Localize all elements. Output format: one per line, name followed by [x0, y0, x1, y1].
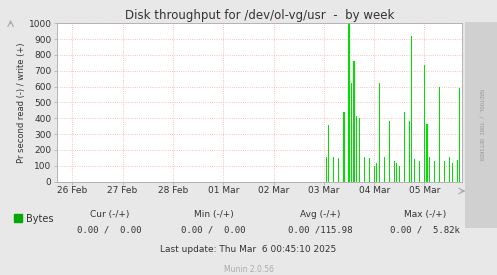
Bar: [333, 157, 334, 182]
Bar: [429, 157, 430, 182]
Bar: [358, 118, 360, 182]
Bar: [459, 88, 460, 182]
Bar: [424, 65, 425, 182]
Bar: [351, 83, 352, 182]
Legend: Bytes: Bytes: [10, 210, 58, 227]
Text: 0.00 /  5.82k: 0.00 / 5.82k: [390, 226, 460, 234]
Bar: [384, 157, 385, 182]
Bar: [356, 116, 357, 182]
Text: Avg (-/+): Avg (-/+): [300, 210, 341, 219]
Text: Last update: Thu Mar  6 00:45:10 2025: Last update: Thu Mar 6 00:45:10 2025: [161, 245, 336, 254]
Bar: [389, 121, 390, 182]
Bar: [348, 20, 349, 182]
Title: Disk throughput for /dev/ol-vg/usr  -  by week: Disk throughput for /dev/ol-vg/usr - by …: [125, 9, 395, 22]
Text: 0.00 /  0.00: 0.00 / 0.00: [77, 226, 142, 234]
Bar: [412, 36, 413, 182]
Bar: [404, 112, 405, 182]
Bar: [419, 161, 420, 182]
Y-axis label: Pr second read (-) / write (+): Pr second read (-) / write (+): [17, 42, 26, 163]
Bar: [369, 158, 370, 182]
Bar: [343, 112, 344, 182]
Bar: [338, 158, 339, 182]
Bar: [329, 125, 330, 182]
Bar: [426, 124, 427, 182]
Text: Max (-/+): Max (-/+): [404, 210, 446, 219]
Bar: [353, 61, 354, 182]
Bar: [457, 160, 458, 182]
Bar: [399, 166, 400, 182]
Text: Min (-/+): Min (-/+): [194, 210, 234, 219]
Bar: [449, 157, 450, 182]
Text: 0.00 /115.98: 0.00 /115.98: [288, 226, 353, 234]
Bar: [414, 159, 415, 182]
Text: Munin 2.0.56: Munin 2.0.56: [224, 265, 273, 274]
Bar: [409, 122, 410, 182]
Text: 0.00 /  0.00: 0.00 / 0.00: [181, 226, 246, 234]
Bar: [444, 161, 445, 182]
Bar: [434, 161, 435, 182]
Bar: [452, 163, 453, 182]
Text: RRDTOOL / TOBI OETIKER: RRDTOOL / TOBI OETIKER: [478, 89, 484, 161]
Bar: [469, 161, 470, 182]
Bar: [376, 163, 377, 182]
Bar: [464, 162, 465, 182]
Bar: [374, 166, 375, 182]
Bar: [394, 161, 395, 182]
Bar: [363, 157, 365, 182]
Bar: [326, 157, 327, 182]
Text: Cur (-/+): Cur (-/+): [89, 210, 129, 219]
Bar: [396, 163, 397, 182]
Bar: [439, 87, 440, 182]
Bar: [379, 83, 380, 182]
